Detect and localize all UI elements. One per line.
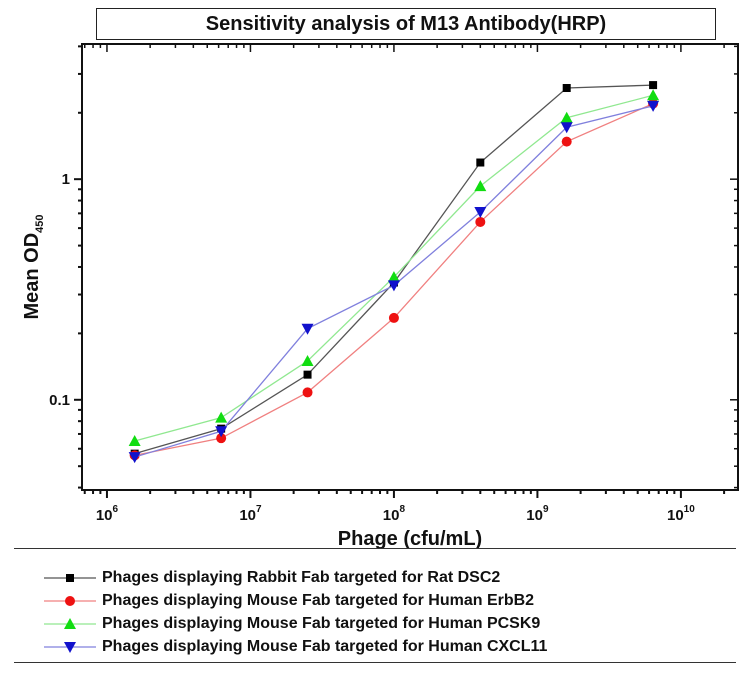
data-point <box>301 354 314 366</box>
data-point <box>560 122 573 134</box>
data-point <box>474 180 487 192</box>
series-line <box>134 94 654 442</box>
series-3 <box>128 100 660 464</box>
data-point <box>647 100 660 112</box>
data-point <box>303 370 312 379</box>
data-point <box>560 111 573 123</box>
data-point <box>561 136 572 147</box>
legend-symbol <box>44 595 96 606</box>
data-point <box>302 387 313 398</box>
y-axis-title-sub: 450 <box>34 214 46 232</box>
data-point <box>387 271 400 283</box>
legend-marker <box>65 595 75 606</box>
data-point <box>215 411 228 423</box>
legend-symbol <box>44 573 96 582</box>
data-point <box>301 323 314 335</box>
x-tick-label: 106 <box>96 504 119 524</box>
legend-item: Phages displaying Mouse Fab targeted for… <box>14 635 736 658</box>
x-tick-label: 107 <box>239 504 262 524</box>
plot-frame <box>81 43 739 491</box>
legend-marker <box>66 573 74 582</box>
legend-marker <box>64 641 76 653</box>
data-point <box>215 426 228 438</box>
legend-item: Phages displaying Rabbit Fab targeted fo… <box>14 566 736 589</box>
y-axis-title: Mean OD450 <box>21 214 46 319</box>
legend-item: Phages displaying Mouse Fab targeted for… <box>14 612 736 635</box>
data-point <box>216 433 227 444</box>
legend-item: Phages displaying Mouse Fab targeted for… <box>14 589 736 612</box>
x-axis-title: Phage (cfu/mL) <box>338 528 482 550</box>
y-tick-label: 0.1 <box>49 392 70 409</box>
legend-label: Phages displaying Mouse Fab targeted for… <box>102 614 541 632</box>
series-0 <box>130 81 658 458</box>
legend: Phages displaying Rabbit Fab targeted fo… <box>14 548 736 663</box>
x-tick-label: 108 <box>383 504 406 524</box>
data-point <box>387 280 400 292</box>
data-point <box>388 312 399 323</box>
y-tick-label: 1 <box>62 171 70 188</box>
x-tick-label: 109 <box>526 504 549 524</box>
legend-marker <box>64 617 76 629</box>
legend-symbol <box>44 641 96 653</box>
data-point <box>128 435 141 447</box>
x-tick-label: 1010 <box>667 504 695 524</box>
legend-label: Phages displaying Rabbit Fab targeted fo… <box>102 568 501 586</box>
legend-symbol <box>44 617 96 629</box>
data-point <box>647 89 660 101</box>
series-line <box>134 84 654 455</box>
data-point <box>476 158 485 167</box>
data-point <box>128 452 141 464</box>
data-point <box>475 216 486 227</box>
legend-label: Phages displaying Mouse Fab targeted for… <box>102 637 548 655</box>
legend-label: Phages displaying Mouse Fab targeted for… <box>102 591 535 609</box>
data-point <box>649 81 658 90</box>
chart-title: Sensitivity analysis of M13 Antibody(HRP… <box>96 8 716 40</box>
data-point <box>474 206 487 218</box>
data-point <box>562 84 571 93</box>
series-2 <box>128 89 660 447</box>
y-axis-title-main: Mean OD <box>21 233 43 320</box>
